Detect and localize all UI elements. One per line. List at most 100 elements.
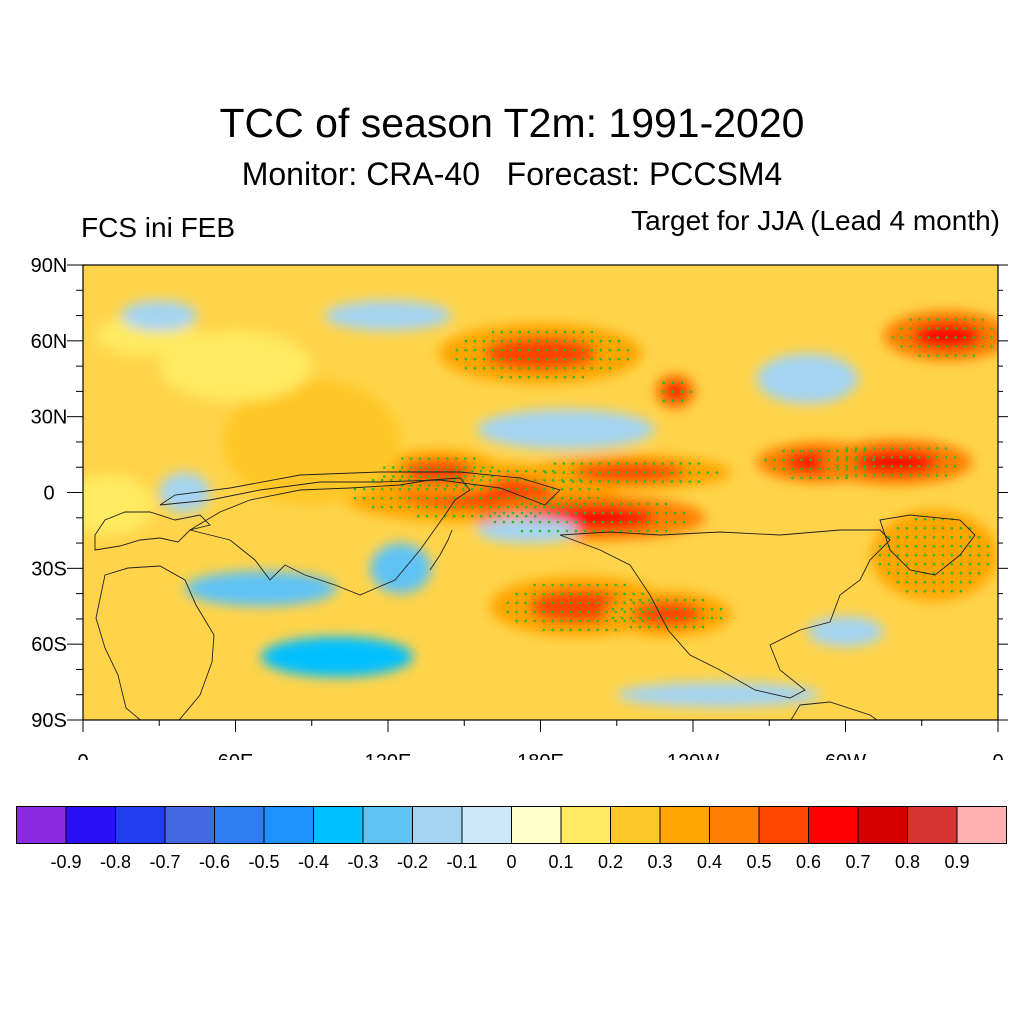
significance-dot <box>400 475 404 478</box>
significance-dot <box>918 336 921 339</box>
significance-dot <box>673 511 677 515</box>
significance-dot <box>945 345 948 348</box>
significance-dot <box>688 471 692 474</box>
significance-dot <box>836 476 839 480</box>
field-blob-core <box>484 336 597 371</box>
significance-dot <box>452 487 456 491</box>
significance-dot <box>572 330 576 334</box>
significance-dot <box>683 616 687 620</box>
significance-dot <box>836 458 839 462</box>
significance-dot <box>473 339 477 343</box>
significance-dot <box>572 339 576 343</box>
significance-dot <box>950 535 954 539</box>
significance-dot <box>596 601 599 605</box>
colorbar-label: 0.1 <box>548 852 574 872</box>
significance-dot <box>692 616 696 620</box>
significance-dot <box>482 366 486 370</box>
significance-dot <box>418 466 422 469</box>
significance-dot <box>562 480 566 483</box>
significance-dot <box>818 449 821 453</box>
significance-dot <box>936 318 939 321</box>
significance-dot <box>605 601 608 605</box>
significance-dot <box>542 592 545 596</box>
colorbar-label: -0.4 <box>297 852 330 872</box>
field-blob <box>159 330 312 402</box>
significance-dot <box>689 390 693 393</box>
significance-dot <box>416 505 420 509</box>
significance-dot <box>954 336 957 339</box>
lat-tick-label: 30S <box>31 558 67 580</box>
significance-dot <box>944 447 948 450</box>
colorbar-segment <box>263 806 314 844</box>
significance-dot <box>701 607 705 611</box>
significance-dot <box>647 607 651 611</box>
colorbar-label: -0.7 <box>149 852 181 872</box>
significance-dot <box>914 589 918 593</box>
significance-dot <box>977 535 981 539</box>
significance-dot <box>918 318 921 321</box>
significance-dot <box>878 544 882 548</box>
significance-dot <box>452 496 456 500</box>
significance-dot <box>560 619 563 623</box>
significance-dot <box>434 487 438 491</box>
field-blob <box>184 570 338 607</box>
significance-dot <box>596 610 599 614</box>
significance-dot <box>389 487 393 491</box>
significance-dot <box>533 505 537 509</box>
significance-dot <box>500 339 504 343</box>
significance-dot <box>565 529 569 533</box>
significance-dot <box>533 469 537 473</box>
significance-dot <box>674 598 678 602</box>
colorbar-segment <box>412 806 463 844</box>
colorbar-label: -0.1 <box>446 852 478 872</box>
significance-dot <box>656 598 660 602</box>
significance-dot <box>482 357 486 361</box>
significance-dot <box>986 562 990 566</box>
significance-dot <box>473 348 477 352</box>
significance-dot <box>436 484 440 487</box>
significance-dot <box>524 469 528 473</box>
significance-dot <box>614 619 617 623</box>
significance-dot <box>655 502 659 506</box>
significance-dot <box>637 511 641 515</box>
significance-dot <box>452 505 456 509</box>
significance-dot <box>479 478 483 482</box>
significance-dot <box>661 462 665 465</box>
significance-dot <box>563 375 567 379</box>
significance-dot <box>455 357 459 361</box>
map-subtitle: Monitor: CRA-40 Forecast: PCCSM4 <box>241 156 783 192</box>
significance-dot <box>371 505 375 509</box>
lat-tick-label: 90N <box>31 255 68 277</box>
significance-dot <box>617 357 621 361</box>
significance-dot <box>536 366 540 370</box>
significance-dot <box>506 505 510 509</box>
significance-dot <box>999 336 1002 339</box>
field-blob <box>807 616 884 647</box>
significance-dot <box>845 467 848 471</box>
significance-dot <box>464 357 468 361</box>
significance-dot <box>611 616 615 620</box>
significance-dot <box>909 336 912 339</box>
significance-dot <box>896 553 900 557</box>
significance-dot <box>472 475 476 478</box>
significance-dot <box>963 318 966 321</box>
significance-dot <box>587 592 590 596</box>
significance-dot <box>500 357 504 361</box>
significance-dot <box>569 583 572 587</box>
significance-dot <box>972 318 975 321</box>
significance-dot <box>524 601 527 605</box>
significance-dot <box>917 456 921 459</box>
significance-dot <box>536 330 540 334</box>
significance-dot <box>551 592 554 596</box>
significance-dot <box>580 471 584 474</box>
significance-dot <box>380 505 384 509</box>
significance-dot <box>578 592 581 596</box>
coast-arctic-siberia <box>159 471 561 506</box>
significance-dot <box>490 475 494 478</box>
significance-dot <box>551 610 554 614</box>
significance-dot <box>968 571 972 575</box>
significance-dot <box>959 544 963 548</box>
significance-dot <box>389 496 393 500</box>
significance-dot <box>518 375 522 379</box>
significance-dot <box>990 336 993 339</box>
